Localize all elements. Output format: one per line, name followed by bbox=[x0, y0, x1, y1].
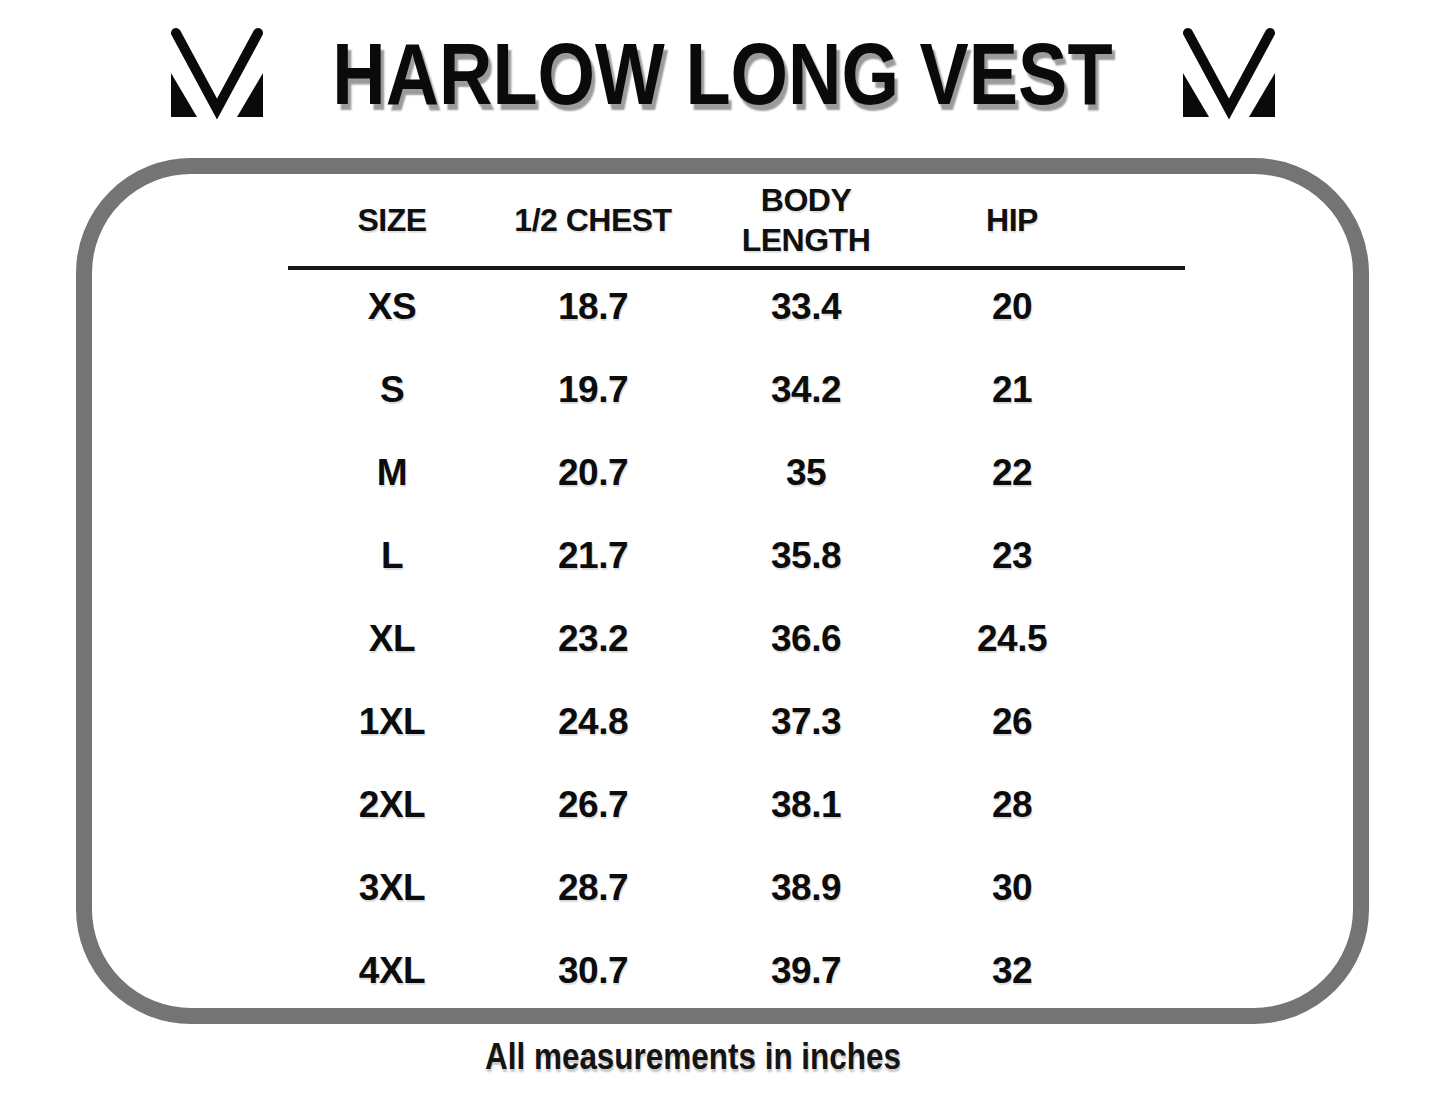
column-header: BODY LENGTH bbox=[731, 180, 881, 260]
measurement-cell: 23.2 bbox=[558, 618, 628, 660]
size-table-header: SIZE 1/2 CHEST BODY LENGTH HIP bbox=[288, 174, 1102, 266]
measurement-cell: 22 bbox=[992, 452, 1032, 494]
brand-m-logo-left bbox=[168, 27, 266, 121]
table-row: L 21.7 35.8 23 bbox=[288, 515, 1102, 598]
size-cell: 1XL bbox=[359, 701, 425, 743]
size-cell: 2XL bbox=[359, 784, 425, 826]
measurement-cell: 39.7 bbox=[771, 950, 841, 992]
size-cell: L bbox=[381, 535, 403, 577]
column-header: 1/2 CHEST bbox=[514, 200, 671, 240]
measurement-cell: 19.7 bbox=[558, 369, 628, 411]
column-header: HIP bbox=[986, 200, 1038, 240]
column-header-label: SIZE bbox=[357, 200, 426, 240]
measurement-cell: 24.5 bbox=[977, 618, 1047, 660]
measurement-cell: 36.6 bbox=[771, 618, 841, 660]
column-header-label: HIP bbox=[986, 200, 1038, 240]
measurement-cell: 20 bbox=[992, 286, 1032, 328]
size-cell: M bbox=[377, 452, 407, 494]
column-header-label: BODY LENGTH bbox=[731, 180, 881, 260]
header: HARLOW LONG VEST bbox=[0, 26, 1445, 122]
page-title-text: HARLOW LONG VEST bbox=[332, 23, 1112, 125]
measurement-cell: 24.8 bbox=[558, 701, 628, 743]
measurement-cell: 38.1 bbox=[771, 784, 841, 826]
table-row: 3XL 28.7 38.9 30 bbox=[288, 846, 1102, 929]
size-cell: 4XL bbox=[359, 950, 425, 992]
table-row: M 20.7 35 22 bbox=[288, 432, 1102, 515]
table-row: 1XL 24.8 37.3 26 bbox=[288, 680, 1102, 763]
measurement-cell: 32 bbox=[992, 950, 1032, 992]
m-monogram-icon bbox=[1180, 27, 1278, 121]
size-cell: 3XL bbox=[359, 867, 425, 909]
measurement-cell: 37.3 bbox=[771, 701, 841, 743]
measurement-cell: 38.9 bbox=[771, 867, 841, 909]
measurement-cell: 33.4 bbox=[771, 286, 841, 328]
measurement-cell: 21 bbox=[992, 369, 1032, 411]
size-chart-box: SIZE 1/2 CHEST BODY LENGTH HIP XS 18.7 33.4 20… bbox=[76, 158, 1369, 1024]
size-cell: S bbox=[380, 369, 404, 411]
table-row: 4XL 30.7 39.7 32 bbox=[288, 929, 1102, 1012]
table-row: XS 18.7 33.4 20 bbox=[288, 266, 1102, 349]
brand-m-logo-right bbox=[1180, 27, 1278, 121]
size-table-body: XS 18.7 33.4 20 S 19.7 34.2 21 M 20.7 35 22 L 21.7 35.… bbox=[288, 266, 1102, 1012]
size-cell: XS bbox=[368, 286, 416, 328]
measurement-cell: 28.7 bbox=[558, 867, 628, 909]
measurement-cell: 30 bbox=[992, 867, 1032, 909]
measurement-cell: 35 bbox=[786, 452, 826, 494]
size-chart-page: HARLOW LONG VEST SIZE 1/2 CHEST BODY LENGT… bbox=[0, 0, 1445, 1116]
table-row: XL 23.2 36.6 24.5 bbox=[288, 598, 1102, 681]
measurement-cell: 23 bbox=[992, 535, 1032, 577]
page-title: HARLOW LONG VEST bbox=[308, 23, 1138, 125]
measurement-cell: 35.8 bbox=[771, 535, 841, 577]
table-row: S 19.7 34.2 21 bbox=[288, 349, 1102, 432]
measurement-cell: 28 bbox=[992, 784, 1032, 826]
measurement-cell: 20.7 bbox=[558, 452, 628, 494]
column-header-label: 1/2 CHEST bbox=[514, 200, 671, 240]
table-row: 2XL 26.7 38.1 28 bbox=[288, 763, 1102, 846]
measurement-cell: 26.7 bbox=[558, 784, 628, 826]
measurement-cell: 34.2 bbox=[771, 369, 841, 411]
column-header: SIZE bbox=[357, 200, 426, 240]
measurement-cell: 26 bbox=[992, 701, 1032, 743]
measurement-cell: 18.7 bbox=[558, 286, 628, 328]
m-monogram-icon bbox=[168, 27, 266, 121]
measurement-cell: 30.7 bbox=[558, 950, 628, 992]
size-cell: XL bbox=[369, 618, 415, 660]
measurements-footnote: All measurements in inches bbox=[485, 1036, 901, 1078]
measurement-cell: 21.7 bbox=[558, 535, 628, 577]
